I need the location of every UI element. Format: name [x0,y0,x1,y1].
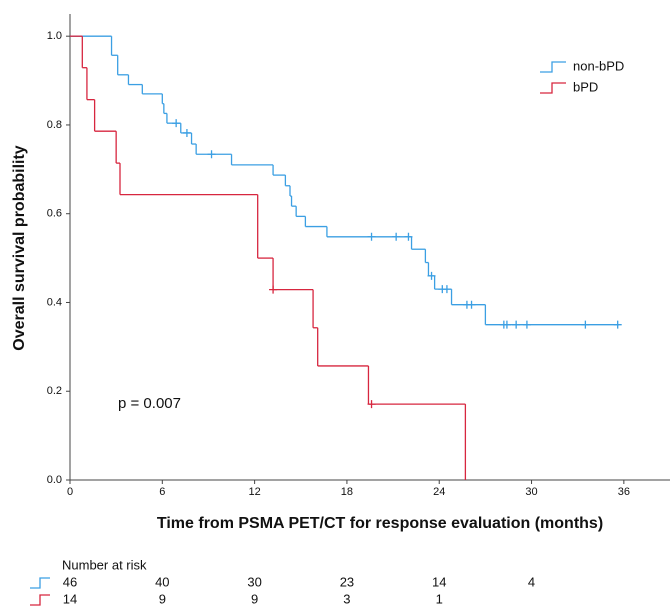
risk-count: 46 [63,574,77,589]
censor-mark [367,400,376,409]
risk-count: 14 [432,574,446,589]
x-tick-label: 30 [525,486,537,498]
risk-count: 4 [528,574,535,589]
y-axis-label: Overall survival probability [11,145,28,351]
risk-count: 30 [247,574,261,589]
x-axis-label: Time from PSMA PET/CT for response evalu… [157,515,603,532]
legend-label: non-bPD [573,58,624,73]
x-tick-label: 24 [433,486,445,498]
censor-mark [207,150,216,159]
censor-mark [522,320,531,329]
risk-row-icon [30,577,50,589]
censor-mark [467,300,476,309]
censor-mark [427,271,436,280]
legend-icon [540,61,566,73]
y-tick-label: 1.0 [47,30,62,42]
x-tick-label: 18 [341,486,353,498]
y-tick-label: 0.6 [47,208,62,220]
x-tick-label: 6 [159,486,165,498]
risk-table-title: Number at risk [62,557,147,572]
risk-count: 9 [159,591,166,606]
censor-mark [502,320,511,329]
censor-mark [581,320,590,329]
x-tick-label: 0 [67,486,73,498]
risk-row-icon [30,594,50,606]
y-tick-label: 0.0 [47,474,62,486]
censor-mark [442,285,451,294]
x-tick-label: 12 [248,486,260,498]
censor-mark [613,320,622,329]
legend-label: bPD [573,79,598,94]
risk-count: 3 [343,591,350,606]
censor-mark [182,128,191,137]
risk-count: 9 [251,591,258,606]
risk-count: 14 [63,591,77,606]
y-tick-label: 0.8 [47,119,62,131]
risk-count: 40 [155,574,169,589]
x-tick-label: 36 [618,486,630,498]
censor-mark [172,119,181,128]
risk-count: 23 [340,574,354,589]
censor-mark [392,232,401,241]
p-value: p = 0.007 [118,395,181,412]
censor-mark [512,320,521,329]
censor-mark [367,232,376,241]
censor-mark [269,285,278,294]
y-tick-label: 0.4 [47,296,62,308]
legend-icon [540,82,566,94]
risk-count: 1 [436,591,443,606]
y-tick-label: 0.2 [47,385,62,397]
censor-mark [404,232,413,241]
